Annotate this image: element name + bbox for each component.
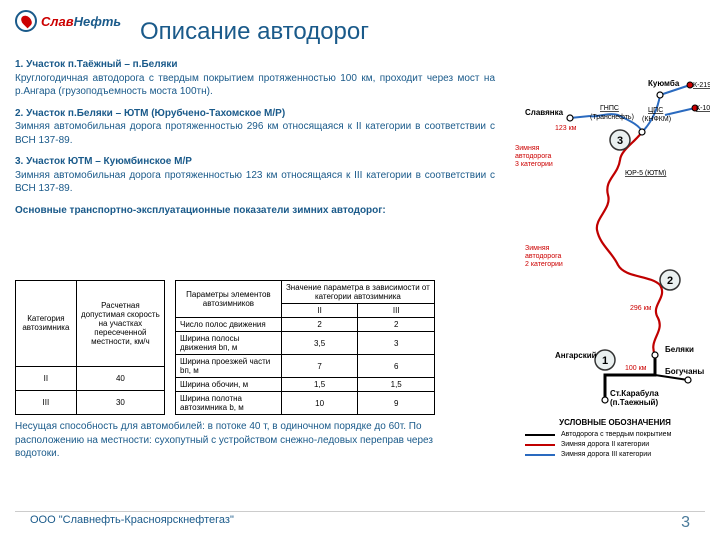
map-legend: УСЛОВНЫЕ ОБОЗНАЧЕНИЯ Автодорога с тверды…	[525, 418, 705, 461]
text-section: 3. Участок ЮТМ – Куюмбинское М/РЗимняя а…	[15, 155, 495, 196]
indicators-heading: Основные транспортно-эксплуатационные по…	[15, 204, 495, 218]
map-zone2-l3: 2 категории	[525, 261, 563, 268]
map-zone3-l2: автодорога	[515, 153, 551, 160]
tables-container: Категория автозимникаРасчетная допустима…	[15, 280, 435, 415]
map-label-yur5: ЮР-5 (ЮТМ)	[625, 170, 666, 177]
map-marker-3: 3	[617, 135, 623, 147]
map-zone3-l1: Зимняя	[515, 145, 540, 152]
footer-company: ООО "Славнефть-Красноярскнефтегаз"	[30, 514, 234, 532]
map-label-gnps: ГНПС	[600, 105, 619, 112]
map-marker-1: 1	[602, 355, 608, 367]
map-marker-2: 2	[667, 275, 673, 287]
legend-row: Автодорога с твердым покрытием	[525, 431, 705, 438]
map-zone2-l1: Зимняя	[525, 245, 550, 252]
map-label-slavyanka: Славянка	[525, 108, 564, 117]
map-label-k10: К-10	[696, 105, 710, 112]
page-title: Описание автодорог	[140, 18, 369, 46]
table-params: Параметры элементов автозимниковЗначение…	[175, 280, 435, 415]
map-label-knfkm: (КНФКМ)	[642, 116, 671, 123]
footer-divider	[15, 511, 705, 512]
map-label-taezhny: (п.Таежный)	[610, 398, 658, 407]
logo-text-red: Слав	[41, 14, 74, 29]
road-map: 1 2 3 Куюмба Славянка Беляки Ангарский Б…	[500, 80, 710, 410]
company-logo: Слав Нефть	[15, 10, 121, 32]
map-zone3-l3: 3 категории	[515, 161, 553, 168]
bottom-paragraph: Несущая способность для автомобилей: в п…	[15, 420, 435, 461]
map-label-transneft: (Транснефть)	[590, 114, 634, 121]
legend-row: Зимняя дорога III категории	[525, 451, 705, 458]
map-label-belyaki: Беляки	[665, 345, 694, 354]
map-label-k219: К-219	[693, 82, 710, 89]
map-label-boguchany: Богучаны	[665, 367, 704, 376]
map-label-cps: ЦПС	[648, 107, 663, 114]
map-dist-296: 296 км	[630, 305, 652, 312]
logo-drop-icon	[15, 10, 37, 32]
legend-row: Зимняя дорога II категории	[525, 441, 705, 448]
legend-title: УСЛОВНЫЕ ОБОЗНАЧЕНИЯ	[525, 418, 705, 427]
text-section: 2. Участок п.Беляки – ЮТМ (Юрубчено-Тахо…	[15, 107, 495, 148]
table-speed: Категория автозимникаРасчетная допустима…	[15, 280, 165, 415]
map-dist-123: 123 км	[555, 125, 577, 132]
logo-text-blue: Нефть	[74, 14, 122, 29]
main-text: 1. Участок п.Таёжный – п.БелякиКруглогод…	[15, 58, 495, 225]
text-section: 1. Участок п.Таёжный – п.БелякиКруглогод…	[15, 58, 495, 99]
map-dist-100: 100 км	[625, 365, 647, 372]
map-label-kuyumba: Куюмба	[648, 80, 680, 88]
map-label-karabula: Ст.Карабула	[610, 389, 659, 398]
map-label-angarskiy: Ангарский	[555, 351, 597, 360]
page-number: 3	[681, 514, 690, 532]
map-zone2-l2: автодорога	[525, 253, 561, 260]
